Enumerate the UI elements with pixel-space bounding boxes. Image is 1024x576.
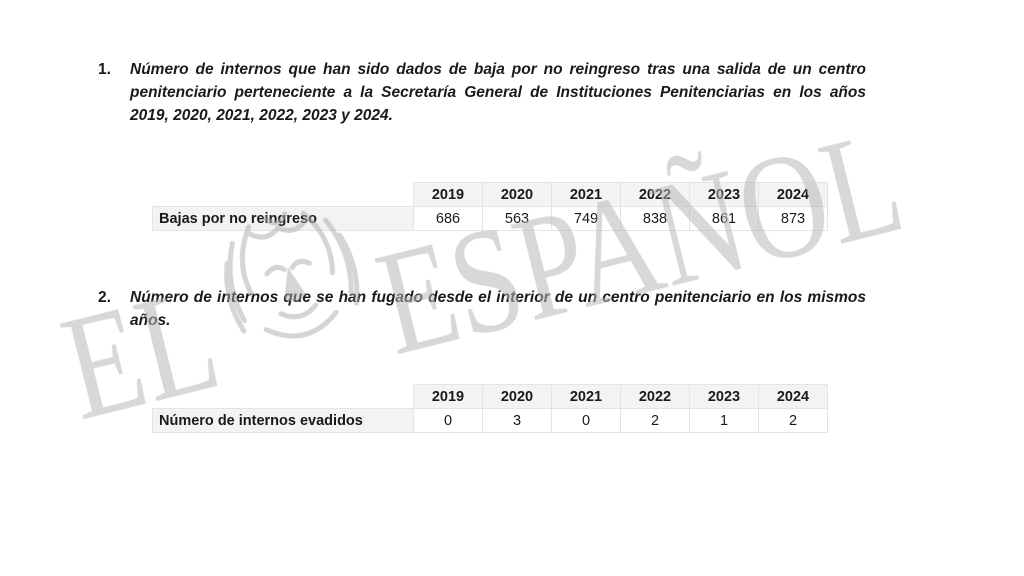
question-1: 1. Número de internos que han sido dados… — [98, 58, 866, 127]
question-2-number: 2. — [98, 289, 111, 306]
row-label: Bajas por no reingreso — [152, 206, 414, 231]
table-cell: 2 — [758, 408, 828, 433]
year-header: 2022 — [620, 384, 690, 409]
year-header: 2021 — [551, 182, 621, 207]
table-row: Número de internos evadidos 0 3 0 2 1 2 — [152, 408, 828, 433]
table-cell: 0 — [413, 408, 483, 433]
year-header: 2019 — [413, 182, 483, 207]
question-2: 2. Número de internos que se han fugado … — [98, 286, 866, 332]
table-cell: 3 — [482, 408, 552, 433]
table-corner — [153, 183, 414, 207]
year-header: 2020 — [482, 384, 552, 409]
year-header: 2020 — [482, 182, 552, 207]
table-cell: 563 — [482, 206, 552, 231]
year-header: 2024 — [758, 384, 828, 409]
table-cell: 1 — [689, 408, 759, 433]
table-cell: 2 — [620, 408, 690, 433]
table-cell: 749 — [551, 206, 621, 231]
table-header-row: 2019 2020 2021 2022 2023 2024 — [153, 182, 828, 207]
table-cell: 873 — [758, 206, 828, 231]
bajas-table: 2019 2020 2021 2022 2023 2024 Bajas por … — [152, 182, 828, 231]
year-header: 2021 — [551, 384, 621, 409]
evadidos-table: 2019 2020 2021 2022 2023 2024 Número de … — [152, 384, 828, 433]
question-1-number: 1. — [98, 61, 111, 78]
year-header: 2019 — [413, 384, 483, 409]
table-cell: 861 — [689, 206, 759, 231]
year-header: 2024 — [758, 182, 828, 207]
question-2-text: Número de internos que se han fugado des… — [130, 289, 866, 329]
year-header: 2023 — [689, 384, 759, 409]
table-cell: 0 — [551, 408, 621, 433]
year-header: 2023 — [689, 182, 759, 207]
table-corner — [153, 385, 414, 409]
table-header-row: 2019 2020 2021 2022 2023 2024 — [153, 384, 828, 409]
table-cell: 686 — [413, 206, 483, 231]
watermark-text-espanol: ESPAÑOL — [363, 98, 917, 387]
question-1-text: Número de internos que han sido dados de… — [130, 61, 866, 124]
table-cell: 838 — [620, 206, 690, 231]
year-header: 2022 — [620, 182, 690, 207]
row-label: Número de internos evadidos — [152, 408, 414, 433]
table-row: Bajas por no reingreso 686 563 749 838 8… — [152, 206, 828, 231]
